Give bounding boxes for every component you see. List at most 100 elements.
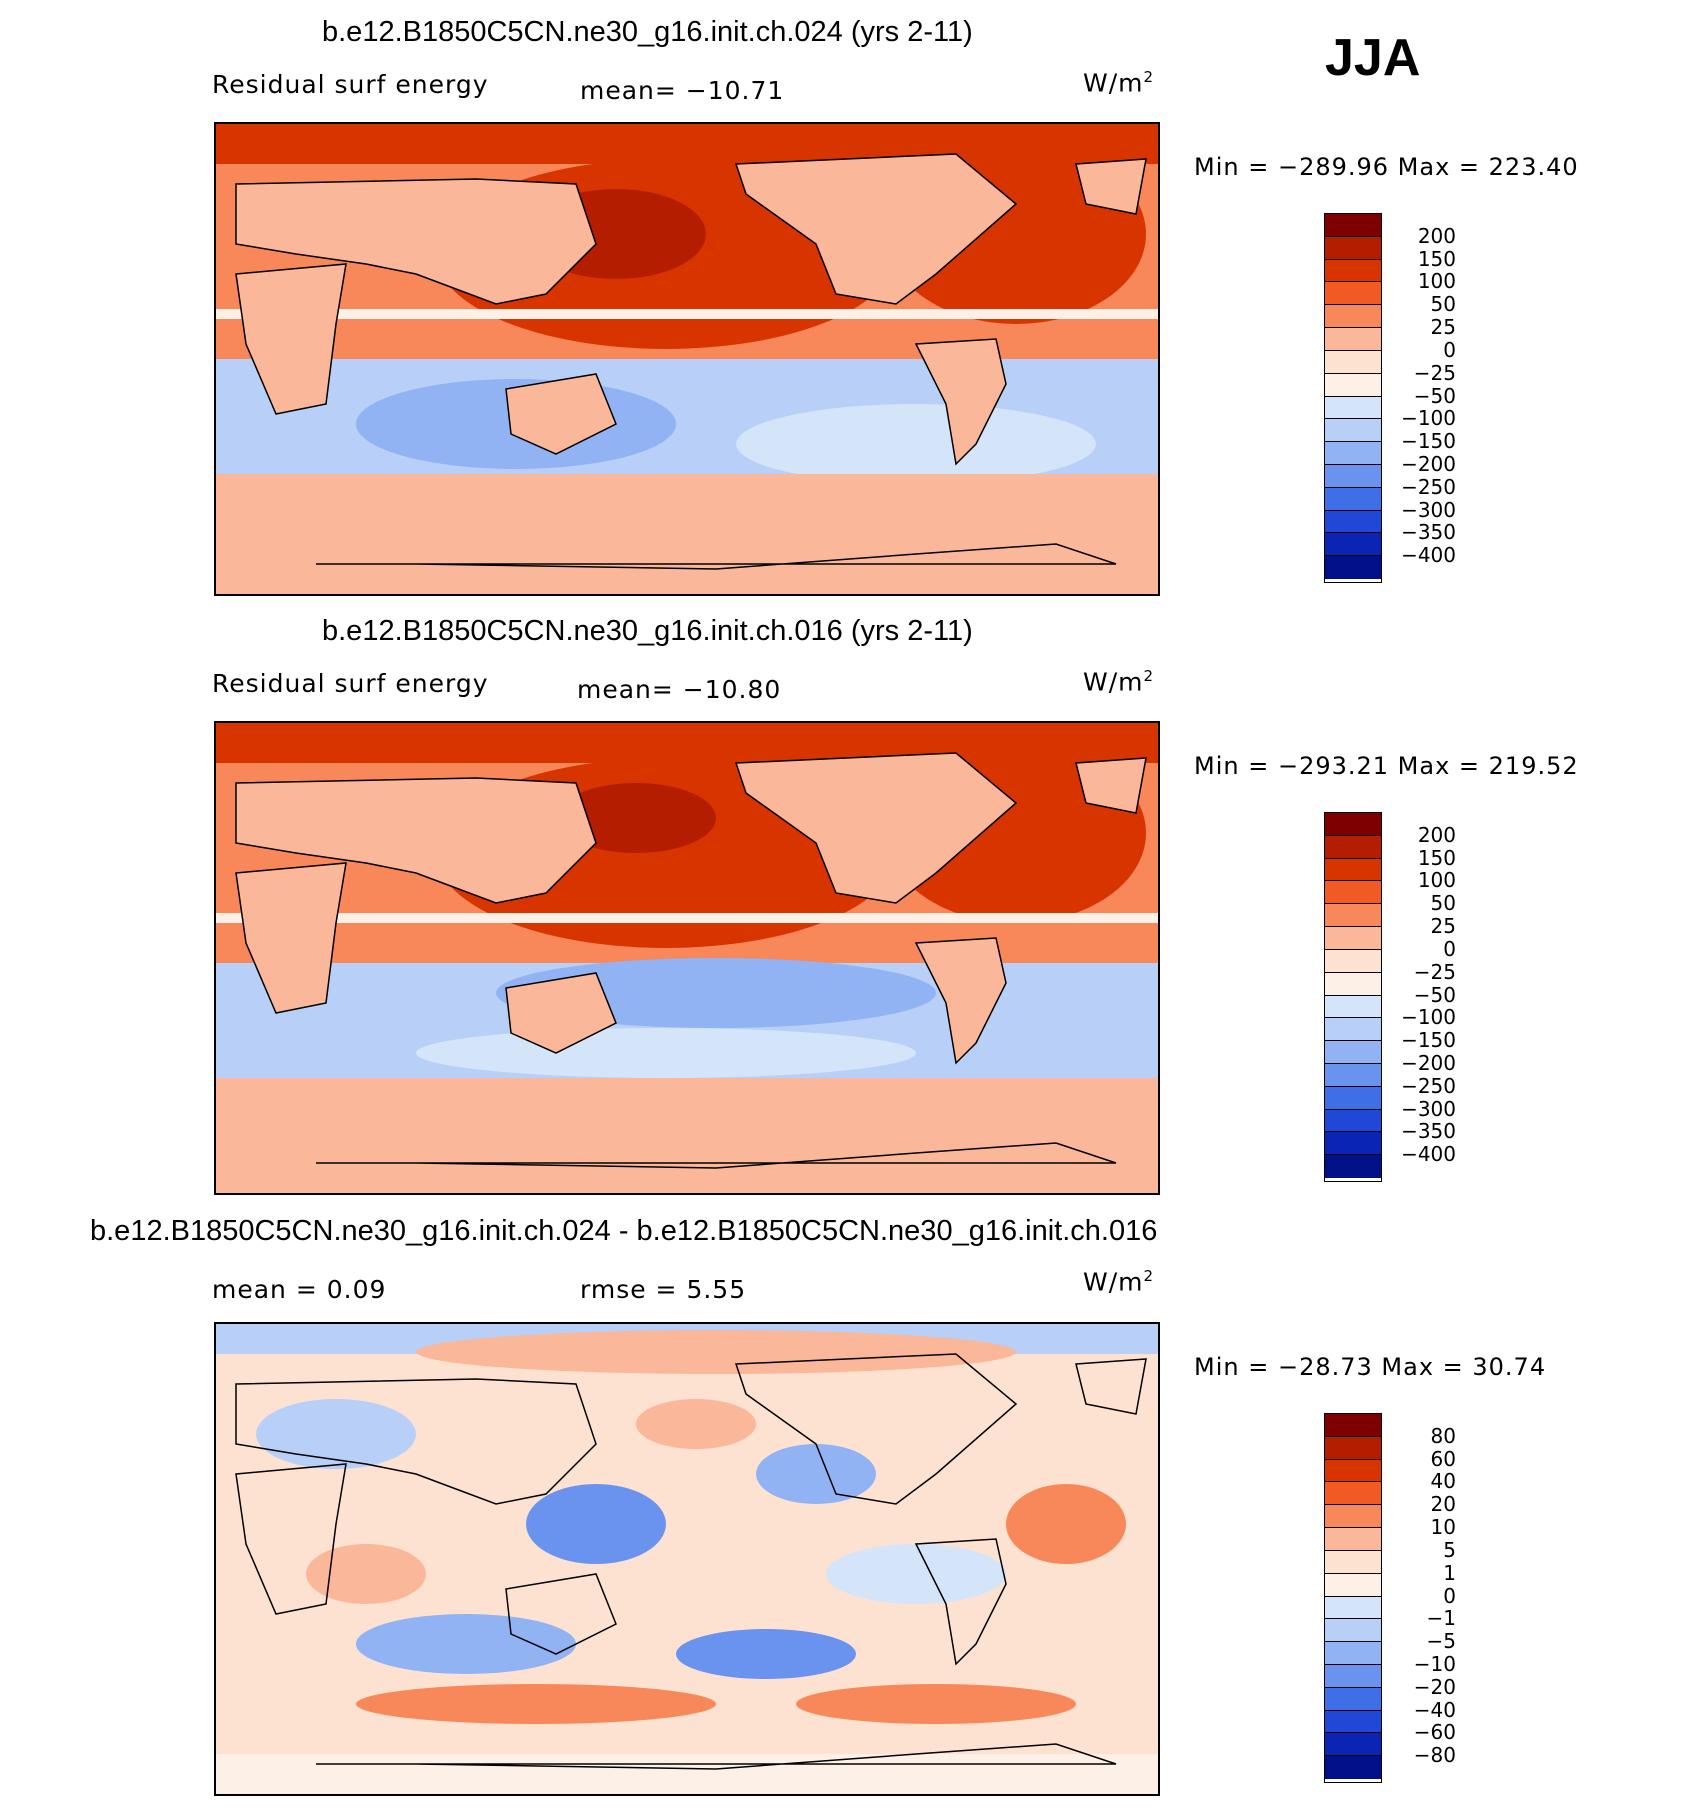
colorbar-swatch xyxy=(1325,1041,1381,1064)
panel1-title: b.e12.B1850C5CN.ne30_g16.init.ch.024 (yr… xyxy=(322,16,973,48)
colorbar-tick-label: −25 xyxy=(1413,360,1456,385)
colorbar-tick-label: 200 xyxy=(1417,223,1456,248)
colorbar-swatch xyxy=(1325,487,1381,511)
panel2-heatmap xyxy=(216,723,1158,1193)
colorbar-tick-label: −350 xyxy=(1401,1119,1456,1144)
colorbar-swatch xyxy=(1325,350,1381,374)
panel3-min-max: Min = −28.73 Max = 30.74 xyxy=(1194,1353,1547,1381)
colorbar-swatch xyxy=(1325,1063,1381,1087)
colorbar-swatch xyxy=(1325,259,1381,283)
colorbar-tick-label: −400 xyxy=(1401,1142,1456,1167)
panel1-colorbar-labels: 200 150 100 50 25 0 −25 −50 −100 −150 −200 −250 −300… xyxy=(1390,213,1456,583)
colorbar-swatch xyxy=(1325,972,1381,996)
colorbar-tick-label: −150 xyxy=(1401,1028,1456,1053)
colorbar-tick-label: −80 xyxy=(1413,1743,1456,1768)
colorbar-swatch xyxy=(1325,1619,1381,1643)
colorbar-tick-label: 50 xyxy=(1430,292,1456,317)
colorbar-tick-label: −200 xyxy=(1401,451,1456,476)
colorbar-tick-label: 1 xyxy=(1443,1560,1456,1585)
colorbar-swatch xyxy=(1325,858,1381,882)
colorbar-swatch xyxy=(1325,1505,1381,1529)
colorbar-tick-label: −1 xyxy=(1426,1606,1456,1631)
colorbar-swatch xyxy=(1325,835,1381,859)
panel2-map xyxy=(214,721,1160,1195)
colorbar-tick-label: 150 xyxy=(1417,845,1456,870)
colorbar-tick-label: 25 xyxy=(1430,914,1456,939)
panel2-variable: Residual surf energy xyxy=(212,669,489,698)
colorbar-tick-label: −400 xyxy=(1401,543,1456,568)
colorbar-tick-label: 60 xyxy=(1430,1446,1456,1471)
colorbar-swatch xyxy=(1325,1664,1381,1688)
panel1-colorbar-segments xyxy=(1325,214,1381,579)
colorbar-swatch xyxy=(1325,1018,1381,1042)
colorbar-swatch xyxy=(1325,1459,1381,1483)
colorbar-swatch xyxy=(1325,533,1381,557)
colorbar-swatch xyxy=(1325,881,1381,905)
panel3-colorbar-labels: 80 60 40 20 10 5 1 0 −1 −5 −10 −20 −40 −60 −80 xyxy=(1390,1413,1456,1783)
colorbar-swatch xyxy=(1325,214,1381,237)
colorbar-tick-label: −60 xyxy=(1413,1720,1456,1745)
colorbar-tick-label: 0 xyxy=(1443,936,1456,961)
panel3-map xyxy=(214,1322,1160,1796)
colorbar-tick-label: −350 xyxy=(1401,520,1456,545)
colorbar-tick-label: −10 xyxy=(1413,1651,1456,1676)
colorbar-tick-label: 50 xyxy=(1430,891,1456,916)
colorbar-tick-label: −150 xyxy=(1401,429,1456,454)
colorbar-swatch xyxy=(1325,236,1381,260)
panel2-colorbar-labels: 200 150 100 50 25 0 −25 −50 −100 −150 −200 −250 −300… xyxy=(1390,812,1456,1182)
colorbar-swatch xyxy=(1325,556,1381,579)
colorbar-tick-label: 40 xyxy=(1430,1469,1456,1494)
colorbar-swatch xyxy=(1325,1642,1381,1665)
colorbar-tick-label: −5 xyxy=(1426,1629,1456,1654)
panel1-min-max: Min = −289.96 Max = 223.40 xyxy=(1194,153,1579,181)
colorbar-tick-label: −300 xyxy=(1401,497,1456,522)
panel1-heatmap xyxy=(216,124,1158,594)
colorbar-tick-label: −50 xyxy=(1413,982,1456,1007)
colorbar-tick-label: 100 xyxy=(1417,868,1456,893)
panel3-title: b.e12.B1850C5CN.ne30_g16.init.ch.024 - b… xyxy=(90,1215,1158,1247)
colorbar-swatch xyxy=(1325,1573,1381,1597)
colorbar-swatch xyxy=(1325,1710,1381,1734)
panel2-title: b.e12.B1850C5CN.ne30_g16.init.ch.016 (yr… xyxy=(322,615,973,647)
panel2-colorbar xyxy=(1324,812,1382,1182)
panel3-heatmap xyxy=(216,1324,1158,1794)
colorbar-swatch xyxy=(1325,373,1381,397)
colorbar-tick-label: −100 xyxy=(1401,1005,1456,1030)
colorbar-tick-label: 80 xyxy=(1430,1423,1456,1448)
panel2-units: W/m2 xyxy=(1083,667,1155,697)
colorbar-tick-label: −100 xyxy=(1401,406,1456,431)
colorbar-tick-label: −50 xyxy=(1413,383,1456,408)
colorbar-swatch xyxy=(1325,464,1381,488)
panel3-colorbar xyxy=(1324,1413,1382,1783)
colorbar-swatch xyxy=(1325,904,1381,928)
colorbar-tick-label: −40 xyxy=(1413,1697,1456,1722)
panel2-min-max: Min = −293.21 Max = 219.52 xyxy=(1194,752,1579,780)
panel3-mean: mean = 0.09 xyxy=(212,1275,387,1304)
colorbar-swatch xyxy=(1325,927,1381,950)
colorbar-tick-label: −200 xyxy=(1401,1050,1456,1075)
colorbar-swatch xyxy=(1325,396,1381,420)
colorbar-swatch xyxy=(1325,442,1381,465)
colorbar-swatch xyxy=(1325,949,1381,973)
colorbar-tick-label: −250 xyxy=(1401,474,1456,499)
colorbar-swatch xyxy=(1325,995,1381,1019)
panel2-mean: mean= −10.80 xyxy=(577,675,782,704)
panel2-colorbar-segments xyxy=(1325,813,1381,1178)
colorbar-swatch xyxy=(1325,1109,1381,1133)
colorbar-swatch xyxy=(1325,1436,1381,1460)
panel3-colorbar-segments xyxy=(1325,1414,1381,1779)
panel3-rmse: rmse = 5.55 xyxy=(580,1275,747,1304)
panel3-units: W/m2 xyxy=(1083,1267,1155,1297)
colorbar-swatch xyxy=(1325,813,1381,836)
colorbar-tick-label: 25 xyxy=(1430,315,1456,340)
colorbar-swatch xyxy=(1325,328,1381,351)
colorbar-tick-label: 200 xyxy=(1417,822,1456,847)
colorbar-tick-label: −250 xyxy=(1401,1073,1456,1098)
panel1-variable: Residual surf energy xyxy=(212,70,489,99)
colorbar-swatch xyxy=(1325,1733,1381,1757)
season-label: JJA xyxy=(1325,29,1421,87)
colorbar-tick-label: 100 xyxy=(1417,269,1456,294)
colorbar-swatch xyxy=(1325,510,1381,534)
colorbar-swatch xyxy=(1325,1550,1381,1574)
colorbar-tick-label: 0 xyxy=(1443,337,1456,362)
